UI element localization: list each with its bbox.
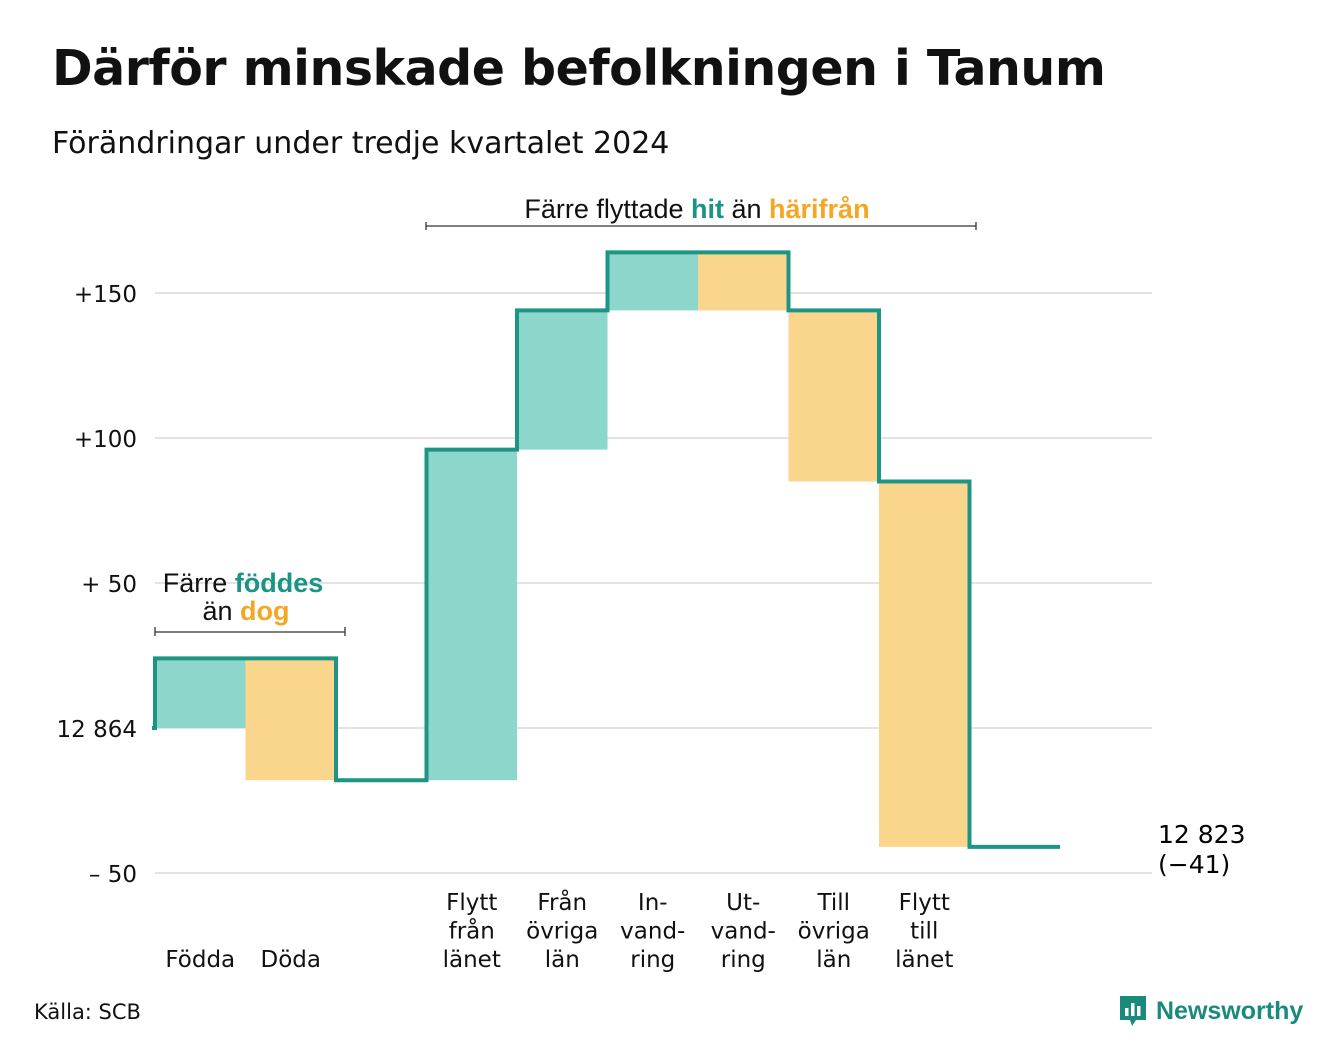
x-label-1-0: Döda (261, 947, 321, 973)
x-label-3-1: från (449, 917, 495, 945)
x-label-6-0: Ut- (726, 890, 760, 916)
x-label-0-0: Födda (165, 947, 235, 973)
moves-annotation-bracket (425, 222, 977, 230)
y-tick-labels: +150 +100 + 50 12 864 – 50 (57, 282, 137, 888)
brand-name: Newsworthy (1156, 996, 1304, 1025)
x-label-7-1: övriga (798, 919, 870, 945)
y-tick-label: 12 864 (57, 717, 137, 743)
y-tick-label: +150 (74, 282, 137, 308)
bar-8 (879, 481, 970, 847)
x-label-5-2: ring (630, 947, 675, 973)
x-label-8-0: Flytt (899, 890, 950, 916)
newsworthy-logo: Newsworthy (1118, 994, 1303, 1028)
x-label-7-0: Till (816, 890, 850, 916)
x-label-7-2: län (816, 947, 851, 973)
x-label-6-2: ring (721, 947, 766, 973)
y-tick-label: – 50 (89, 862, 137, 888)
moves-annotation-text: Färre flyttade hit än härifrån (524, 194, 869, 224)
bar-0 (155, 658, 246, 728)
x-label-4-0: Från (537, 888, 587, 916)
bar-1 (245, 658, 336, 781)
end-value-label: 12 823 (−41) (1158, 820, 1245, 879)
x-label-3-2: länet (443, 947, 501, 973)
end-change: (−41) (1158, 850, 1230, 879)
births-annotation-line1: Färre föddes (163, 568, 324, 598)
births-annotation-line2: än dog (202, 596, 289, 626)
x-label-4-1: övriga (526, 919, 598, 945)
bar-3 (426, 449, 517, 781)
end-value: 12 823 (1158, 820, 1245, 849)
bar-chart-speech-bubble-icon (1120, 996, 1146, 1026)
x-label-8-2: länet (895, 947, 953, 973)
births-annotation: Färre föddes än dog (154, 568, 346, 636)
bar-6 (698, 252, 789, 311)
x-label-4-2: län (545, 947, 580, 973)
x-category-labels: Födda DödaFlyttfrånlänetFrånövrigalänIn-v… (165, 888, 953, 973)
y-tick-label: + 50 (81, 572, 137, 598)
chart-title: Därför minskade befolkningen i Tanum (52, 40, 1106, 97)
x-label-5-0: In- (638, 890, 668, 916)
x-label-8-1: till (910, 919, 938, 945)
x-label-5-1: vand- (620, 919, 685, 945)
source-note: Källa: SCB (34, 1000, 141, 1024)
moves-annotation: Färre flyttade hit än härifrån (425, 194, 977, 230)
x-label-6-1: vand- (711, 919, 776, 945)
x-label-3-0: Flytt (446, 890, 497, 916)
bar-5 (607, 252, 698, 311)
bars (155, 252, 970, 847)
bar-4 (517, 310, 608, 450)
bar-7 (788, 310, 879, 482)
y-tick-label: +100 (74, 427, 137, 453)
births-annotation-bracket (154, 627, 346, 636)
cumulative-step-line (152, 250, 1060, 849)
chart-subtitle: Förändringar under tredje kvartalet 2024 (52, 126, 670, 161)
